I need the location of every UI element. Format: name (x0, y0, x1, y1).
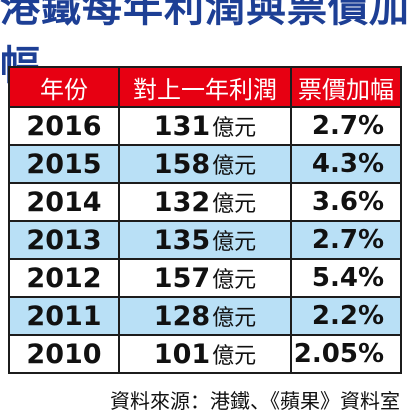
profit-unit: 億元 (212, 306, 257, 331)
table-row: 2014 132 億元 3.6% (10, 182, 400, 220)
year-cell: 2015 (10, 146, 120, 182)
table-row: 2013 135 億元 2.7% (10, 220, 400, 258)
table-row: 2010 101 億元 2.05% (10, 334, 400, 372)
table-body: 2016 131 億元 2.7% 2015 158 億元 4.3% 2014 132 億元 3.6% 2… (10, 106, 400, 372)
header-fare-increase: 票價加幅 (298, 75, 394, 104)
fare-increase-cell: 4.3% (311, 149, 384, 179)
fare-increase-cell: 5.4% (311, 263, 384, 293)
profit-value: 128 (153, 300, 211, 332)
header-profit: 對上一年利潤 (120, 68, 292, 106)
profit-cell: 135 億元 (120, 222, 292, 258)
chart-title: 港鐵每年利潤與票價加幅 (0, 0, 410, 89)
table-row: 2016 131 億元 2.7% (10, 106, 400, 144)
source-note: 資料來源：港鐵、《蘋果》資料室 (110, 389, 400, 413)
table-header-row: 年份 對上一年利潤 票價加幅 (10, 68, 400, 106)
fare-increase-cell: 2.7% (311, 225, 384, 255)
year-cell: 2012 (10, 260, 120, 296)
profit-cell: 132 億元 (120, 184, 292, 220)
year-cell: 2011 (10, 298, 120, 334)
profit-value: 131 (153, 110, 211, 142)
year-cell: 2014 (10, 184, 120, 220)
profit-cell: 101 億元 (120, 336, 292, 372)
profit-unit: 億元 (212, 192, 257, 217)
header-year: 年份 (10, 68, 120, 106)
profit-value: 135 (153, 224, 211, 256)
profit-value: 158 (153, 148, 211, 180)
fare-increase-cell: 2.2% (311, 301, 384, 331)
profit-value: 101 (153, 338, 211, 370)
fare-increase-cell: 2.05% (293, 339, 384, 369)
year-cell: 2013 (10, 222, 120, 258)
profit-unit: 億元 (212, 116, 257, 141)
profit-cell: 157 億元 (120, 260, 292, 296)
fare-increase-cell: 3.6% (311, 187, 384, 217)
fare-increase-cell: 2.7% (311, 111, 384, 141)
profit-unit: 億元 (212, 344, 257, 369)
table-row: 2011 128 億元 2.2% (10, 296, 400, 334)
data-table: 年份 對上一年利潤 票價加幅 2016 131 億元 2.7% 2015 158 億元 4.3… (8, 66, 402, 374)
profit-value: 132 (153, 186, 211, 218)
profit-cell: 131 億元 (120, 108, 292, 144)
profit-cell: 158 億元 (120, 146, 292, 182)
table-row: 2015 158 億元 4.3% (10, 144, 400, 182)
table-row: 2012 157 億元 5.4% (10, 258, 400, 296)
year-cell: 2016 (10, 108, 120, 144)
profit-cell: 128 億元 (120, 298, 292, 334)
year-cell: 2010 (10, 336, 120, 372)
profit-unit: 億元 (212, 230, 257, 255)
profit-unit: 億元 (212, 268, 257, 293)
profit-unit: 億元 (212, 154, 257, 179)
profit-value: 157 (153, 262, 211, 294)
